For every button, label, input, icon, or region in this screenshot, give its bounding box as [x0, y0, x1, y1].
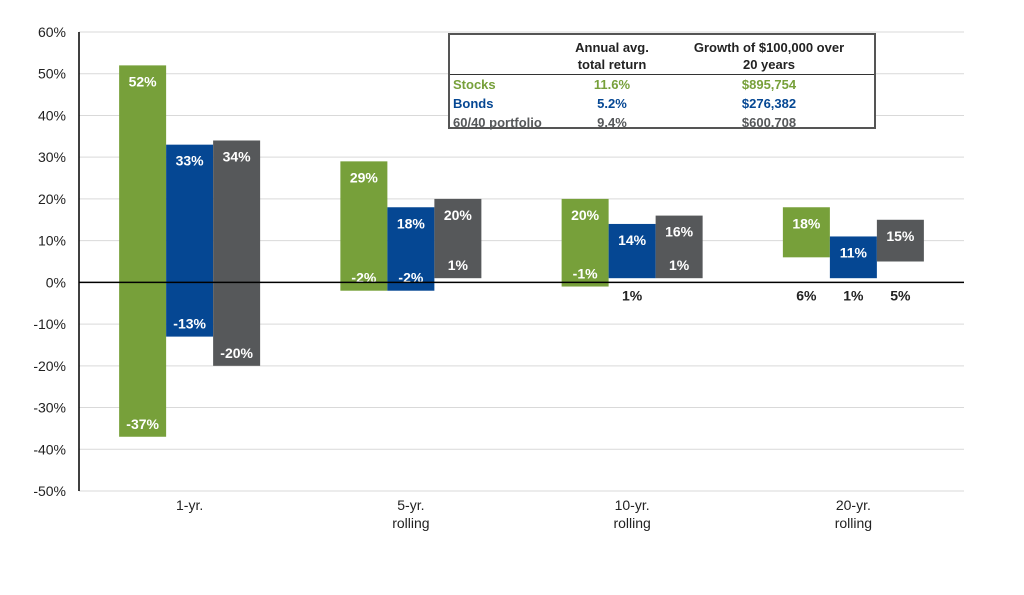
- data-label-low: 5%: [890, 287, 911, 303]
- row-return: 5.2%: [597, 96, 627, 111]
- data-label-high: 15%: [886, 228, 915, 244]
- data-label-low: 1%: [622, 287, 643, 303]
- bar-60-40-portfolio: [876, 219, 924, 262]
- y-tick-label: 50%: [38, 66, 66, 82]
- data-label-low: -2%: [351, 270, 376, 286]
- x-axis-labels: 1-yr. 5-yr. rolling 10-yr. rolling 20-yr. roll…: [176, 497, 872, 531]
- bar-stocks: [561, 198, 609, 287]
- y-tick-label: -40%: [33, 441, 66, 457]
- data-label-high: 34%: [223, 148, 252, 164]
- data-label-high: 16%: [665, 224, 694, 240]
- y-tick-label: 20%: [38, 191, 66, 207]
- x-tick-label: 10-yr.: [615, 497, 650, 513]
- x-tick-label: rolling: [613, 515, 650, 531]
- bar-stocks: [119, 65, 167, 437]
- y-tick-label: -30%: [33, 400, 66, 416]
- data-label-high: 33%: [176, 153, 205, 169]
- row-return: 11.6%: [593, 77, 631, 92]
- bar-bonds: [387, 207, 435, 291]
- bar-stocks: [340, 161, 388, 291]
- row-growth: $276,382: [741, 96, 797, 111]
- y-tick-label: 0%: [46, 274, 66, 290]
- data-label-low: 1%: [448, 257, 469, 273]
- data-label-high: 20%: [571, 207, 600, 223]
- data-label-low: 1%: [669, 257, 690, 273]
- bar-bonds: [608, 223, 656, 279]
- bar-bonds: [829, 236, 877, 279]
- y-axis: 60% 50% 40% 30% 20% 10% 0% -10% -20% -30% -40% -50%: [33, 24, 80, 499]
- row-growth: $895,754: [741, 77, 797, 92]
- row-name: Stocks: [453, 77, 496, 92]
- row-growth: $600,708: [741, 115, 797, 130]
- y-tick-label: 10%: [38, 233, 66, 249]
- bars: 52% -37% 33% -13% 34% -20% 29% -2% 18% -2% 20% 1% 20…: [119, 65, 924, 437]
- row-name: 60/40 portfolio: [453, 115, 542, 130]
- bar-bonds: [166, 144, 214, 337]
- data-label-high: 18%: [397, 215, 426, 231]
- data-label-low: -13%: [173, 316, 206, 332]
- row-name: Bonds: [453, 96, 494, 111]
- data-label-low: -37%: [126, 416, 159, 432]
- data-label-high: 18%: [792, 215, 821, 231]
- y-tick-label: -20%: [33, 358, 66, 374]
- x-tick-label: rolling: [835, 515, 872, 531]
- y-tick-label: 30%: [38, 149, 66, 165]
- data-label-high: 14%: [618, 232, 647, 248]
- data-label-low: 1%: [843, 287, 864, 303]
- data-label-high: 52%: [129, 73, 158, 89]
- header-growth: Growth of $100,000 over 20 years: [693, 40, 845, 72]
- bar-60-40-portfolio: [655, 215, 703, 279]
- x-tick-label: 5-yr.: [397, 497, 424, 513]
- data-label-high: 20%: [444, 207, 473, 223]
- header-divider: [450, 74, 874, 75]
- table-row-stocks: Stocks 11.6% $895,754: [450, 77, 874, 95]
- data-label-low: -2%: [398, 270, 423, 286]
- y-tick-label: 60%: [38, 24, 66, 40]
- data-label-low: 6%: [796, 287, 817, 303]
- summary-table: Annual avg. total return Growth of $100,…: [448, 33, 876, 130]
- table-row-bonds: Bonds 5.2% $276,382: [450, 96, 874, 114]
- bar-60-40-portfolio: [213, 140, 261, 366]
- x-tick-label: 1-yr.: [176, 497, 203, 513]
- x-tick-label: rolling: [392, 515, 429, 531]
- bar-stocks: [782, 207, 830, 258]
- data-label-high: 29%: [350, 169, 379, 185]
- data-label-low: -20%: [220, 345, 253, 361]
- y-tick-label: 40%: [38, 107, 66, 123]
- data-label-low: -1%: [573, 266, 598, 282]
- header-annual-return: Annual avg. total return: [575, 40, 649, 72]
- x-tick-label: 20-yr.: [836, 497, 871, 513]
- data-label-high: 11%: [840, 244, 868, 260]
- row-return: 9.4%: [597, 115, 627, 130]
- y-tick-label: -50%: [33, 483, 66, 499]
- table-row-portfolio: 60/40 portfolio 9.4% $600,708: [450, 115, 874, 133]
- y-tick-label: -10%: [33, 316, 66, 332]
- bar-60-40-portfolio: [434, 198, 482, 279]
